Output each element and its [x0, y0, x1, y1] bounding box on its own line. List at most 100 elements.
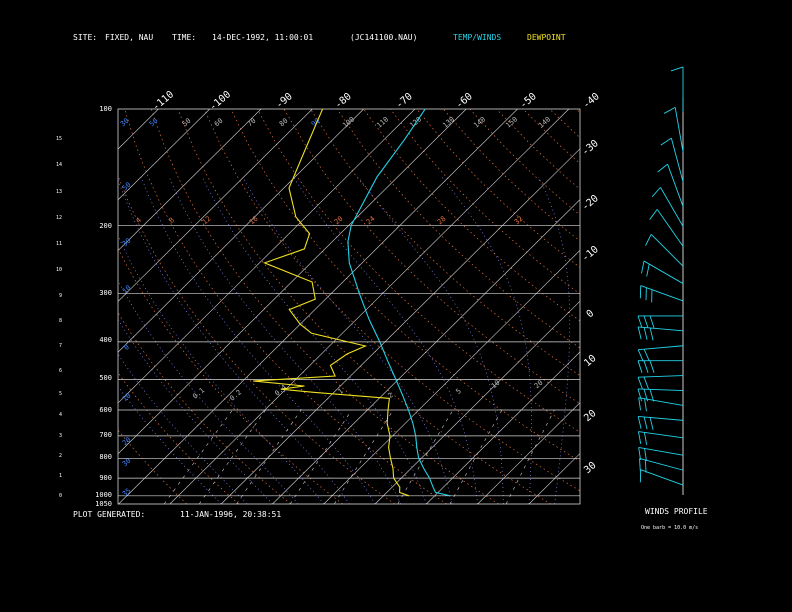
isotherm-label-right: 20	[582, 408, 598, 424]
isobars	[117, 108, 581, 505]
wind-barb-tick	[670, 66, 684, 72]
wind-barb-tick	[657, 163, 668, 173]
temperature-line	[347, 109, 451, 497]
moist-adiabat-line	[538, 176, 571, 504]
moist-adiabat-line	[168, 176, 402, 504]
mixing-ratio-label: 5	[455, 387, 463, 396]
plot-frame	[117, 108, 581, 505]
wind-barb-tick	[645, 234, 652, 246]
wind-barb-tick	[643, 348, 650, 361]
wind-barb-staff	[638, 397, 684, 406]
wind-barb-tick	[644, 448, 647, 462]
wind-barb-staff	[674, 107, 684, 152]
mixing-ratio-label: 20	[533, 379, 545, 391]
height-km-label: 13	[56, 189, 62, 195]
isotherm-line	[272, 199, 580, 504]
wind-barb-tick	[660, 137, 672, 146]
wind-barb-tick	[649, 389, 655, 402]
dry-adiabat-line	[118, 312, 291, 504]
mixing-ratio-label: 10	[490, 379, 502, 391]
theta-label-left: 10	[121, 284, 133, 296]
wind-barb-tick	[649, 209, 658, 220]
wind-barb-tick	[638, 397, 641, 411]
dry-adiabat-line	[118, 372, 239, 504]
theta-label: 12	[201, 215, 213, 227]
isotherm-line	[118, 109, 210, 201]
isotherm-line	[528, 453, 580, 504]
isotherm-label-top: -80	[333, 91, 354, 111]
isotherm-label-right: -30	[580, 138, 601, 158]
mixing-ratio-label: 2	[387, 391, 395, 400]
theta-label-left: 0	[123, 343, 131, 352]
height-km-label: 1	[59, 473, 62, 479]
height-km-label: 6	[59, 368, 62, 374]
dry-adiabat-line	[336, 109, 580, 349]
mixing-ratio-line	[397, 409, 454, 504]
isobar-label: 1000	[95, 491, 112, 499]
isotherm-line	[0, 109, 56, 504]
wind-barb-tick	[638, 447, 641, 460]
dry-adiabat-line	[416, 109, 580, 268]
theta-label: 8	[168, 216, 176, 225]
wind-barb-staff	[638, 431, 684, 439]
moist-adiabat-line	[118, 178, 350, 504]
height-km-label: 15	[56, 136, 62, 142]
isotherm-label-right: 0	[585, 308, 597, 320]
mixing-ratio-line	[289, 409, 353, 504]
isobar-label: 1050	[95, 500, 112, 508]
height-km-label: 7	[59, 343, 62, 349]
height-km-label: 10	[56, 267, 62, 273]
height-km-label: 3	[59, 433, 62, 439]
theta-label: 110	[375, 115, 390, 129]
isotherm-line	[118, 109, 416, 404]
dry-adiabat-line	[257, 109, 580, 433]
theta-label: 50	[148, 117, 160, 129]
mixing-ratio-line	[163, 409, 233, 504]
dry-adiabat-line	[549, 109, 580, 139]
wind-barb-staff	[638, 375, 684, 378]
theta-label-left: 50	[121, 181, 133, 193]
wind-barb-tick	[643, 432, 648, 445]
isotherm-line	[118, 109, 262, 252]
wind-barb-tick	[649, 327, 654, 341]
isotherm-label-right: -10	[580, 244, 601, 264]
isotherm-label-top: -100	[208, 89, 234, 113]
dewpoint-legend: DEWPOINT	[527, 33, 566, 42]
wind-barb-staff	[640, 285, 684, 302]
wind-barb-tick	[644, 398, 647, 412]
isotherm-label-right: -20	[580, 193, 601, 213]
theta-label: 130	[441, 115, 456, 129]
plot-generated-label: PLOT GENERATED:	[73, 510, 145, 519]
theta-label: 32	[513, 215, 525, 227]
wind-barb-tick	[639, 458, 641, 472]
wind-barb-tick	[637, 326, 642, 340]
isotherm-line	[118, 109, 518, 504]
dewpoint-series	[253, 109, 410, 497]
height-km-label: 5	[59, 391, 62, 397]
wind-barb-tick	[637, 377, 643, 390]
theta-label-left: 30	[121, 457, 133, 469]
wind-barb-tick	[646, 263, 650, 277]
isotherm-label-top: -90	[274, 91, 295, 111]
wind-barb-tick	[643, 376, 649, 389]
mixing-ratio-label: 0.1	[191, 386, 206, 400]
dewpoint-line	[253, 109, 410, 497]
time-label: TIME:	[172, 33, 196, 42]
wind-barb-tick	[637, 388, 643, 402]
temp-winds-legend: TEMP/WINDS	[453, 33, 501, 42]
isotherms	[0, 109, 580, 504]
theta-label: 16	[248, 215, 260, 227]
dry-adiabat-line	[118, 174, 396, 504]
wind-barb-staff	[670, 137, 684, 182]
theta-label: 140	[472, 115, 487, 129]
theta-label: 28	[436, 215, 448, 227]
dry-adiabat-line	[469, 109, 580, 216]
site-label: SITE:	[73, 33, 97, 42]
wind-barb-staff	[656, 209, 684, 247]
wind-barb-tick	[637, 431, 642, 445]
mixing-ratio-line	[334, 409, 394, 504]
dry-adiabat-line	[124, 109, 447, 504]
isotherm-line	[118, 109, 364, 353]
dry-adiabat-line	[603, 109, 792, 504]
mixing-ratio-label: 0.4	[273, 383, 288, 397]
